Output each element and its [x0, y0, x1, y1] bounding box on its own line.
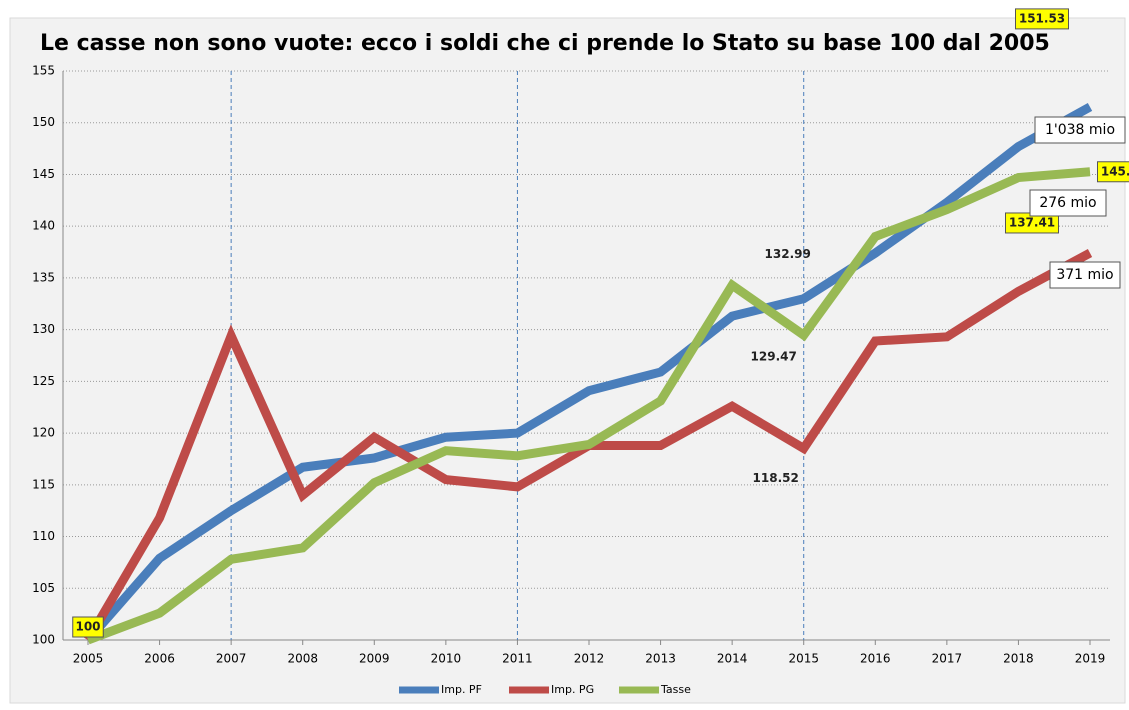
y-tick-label: 100	[32, 633, 55, 647]
x-tick-label: 2014	[717, 652, 748, 666]
legend-label: Imp. PG	[551, 683, 594, 696]
x-tick-label: 2017	[932, 652, 963, 666]
data-label: 129.47	[751, 350, 797, 364]
legend-label: Tasse	[660, 683, 691, 696]
x-tick-label: 2008	[287, 652, 318, 666]
data-label: 118.52	[753, 471, 799, 485]
x-tick-label: 2013	[645, 652, 676, 666]
y-tick-label: 120	[32, 426, 55, 440]
y-tick-label: 115	[32, 477, 55, 491]
y-tick-label: 145	[32, 167, 55, 181]
x-tick-label: 2009	[359, 652, 390, 666]
annotation: 371 mio	[1056, 267, 1113, 283]
y-tick-label: 155	[32, 64, 55, 78]
y-tick-label: 150	[32, 115, 55, 129]
x-tick-label: 2006	[144, 652, 175, 666]
x-tick-label: 2019	[1075, 652, 1106, 666]
annotation: 276 mio	[1039, 195, 1096, 211]
y-tick-label: 125	[32, 374, 55, 388]
x-tick-label: 2012	[574, 652, 605, 666]
x-tick-label: 2011	[502, 652, 533, 666]
data-label: 100	[75, 620, 100, 634]
x-tick-label: 2015	[788, 652, 819, 666]
annotation: 1'038 mio	[1045, 122, 1115, 138]
data-label: 145.26	[1101, 164, 1129, 178]
y-tick-label: 105	[32, 581, 55, 595]
legend-label: Imp. PF	[441, 683, 482, 696]
y-tick-label: 140	[32, 219, 55, 233]
data-label: 151.53	[1019, 11, 1065, 25]
y-tick-label: 130	[32, 322, 55, 336]
x-tick-label: 2018	[1003, 652, 1034, 666]
chart-title: Le casse non sono vuote: ecco i soldi ch…	[40, 31, 1050, 56]
data-label: 132.99	[765, 247, 811, 261]
x-tick-label: 2010	[431, 652, 462, 666]
x-tick-label: 2007	[216, 652, 247, 666]
x-tick-label: 2005	[73, 652, 104, 666]
x-tick-label: 2016	[860, 652, 891, 666]
data-label: 137.41	[1009, 215, 1055, 229]
y-tick-label: 110	[32, 529, 55, 543]
y-tick-label: 135	[32, 270, 55, 284]
